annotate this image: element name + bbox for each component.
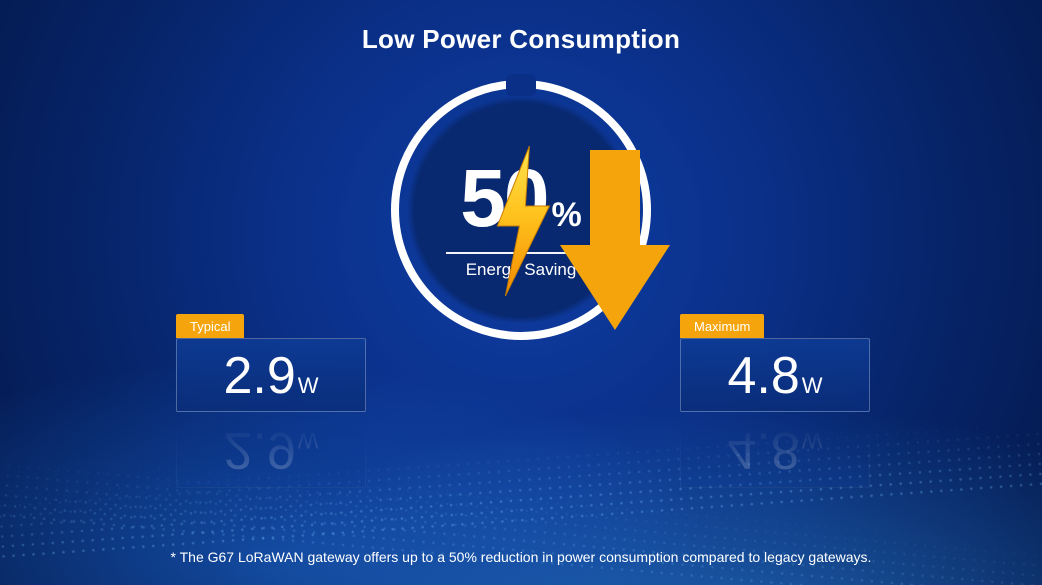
stat-card-reflection: 4.8 W <box>680 414 870 488</box>
badge-text: 50 % Energy Saving <box>391 80 651 340</box>
stat-card-unit: W <box>802 349 823 423</box>
badge-percent-symbol: % <box>551 196 581 235</box>
badge-percent-value: 50 <box>460 158 547 240</box>
stat-card-body: 2.9 W <box>176 338 366 412</box>
page-title: Low Power Consumption <box>0 24 1042 55</box>
stat-card-body: 4.8 W <box>680 338 870 412</box>
stat-card-reflection: 2.9 W <box>176 414 366 488</box>
badge-divider <box>446 252 596 254</box>
badge-percent: 50 % <box>391 158 651 240</box>
stat-card-maximum: Maximum 4.8 W 4.8 W <box>680 338 870 412</box>
stat-card-unit: W <box>298 349 319 423</box>
stat-card-value: 4.8 <box>727 339 799 413</box>
stat-card-typical: Typical 2.9 W 2.9 W <box>176 338 366 412</box>
footnote-text: * The G67 LoRaWAN gateway offers up to a… <box>0 549 1042 565</box>
infographic-stage: Low Power Consumption 50 % Energy Saving <box>0 0 1042 585</box>
badge-subtitle: Energy Saving <box>391 260 651 280</box>
stat-card-label: Maximum <box>680 314 764 338</box>
energy-saving-badge: 50 % Energy Saving <box>391 80 651 340</box>
stat-card-value: 2.9 <box>223 339 295 413</box>
stat-card-label: Typical <box>176 314 244 338</box>
